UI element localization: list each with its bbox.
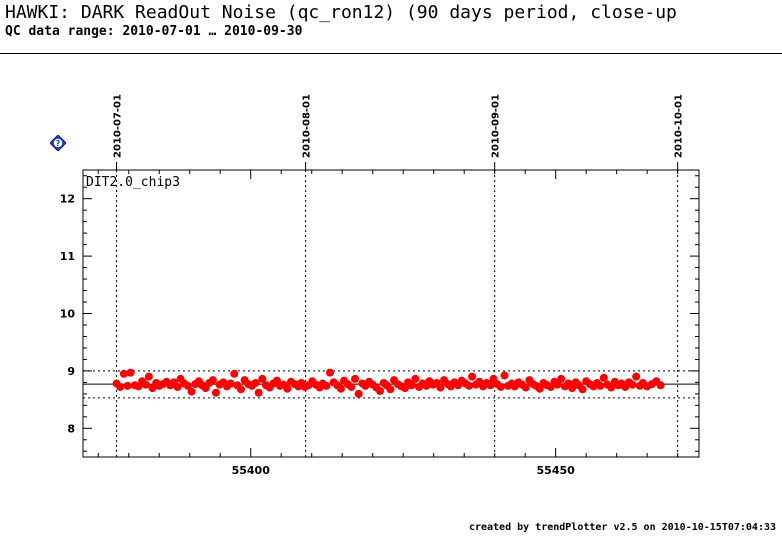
y-tick-label: 8 — [67, 422, 75, 435]
data-point — [254, 388, 263, 397]
data-point — [173, 382, 182, 391]
data-point — [208, 376, 217, 385]
y-tick-label: 11 — [60, 250, 75, 263]
axis-ticks: 55400 55450 8 9 10 11 12 — [60, 170, 699, 477]
data-point — [141, 380, 150, 389]
data-point — [607, 383, 616, 392]
data-point — [465, 381, 474, 390]
data-point — [144, 372, 153, 381]
data-point — [521, 383, 530, 392]
data-point — [211, 388, 220, 397]
date-marker-label: 2010-08-01 — [302, 94, 313, 158]
data-point — [578, 385, 587, 394]
data-point — [500, 371, 509, 380]
data-point — [251, 378, 260, 387]
scatter-chart: 2010-07-01 2010-08-01 2010-09-01 2010-10-01… — [60, 94, 700, 477]
data-point — [411, 374, 420, 383]
data-point — [336, 384, 345, 393]
data-point — [568, 384, 577, 393]
help-diamond-icon[interactable]: ? — [49, 134, 67, 152]
page-title: HAWKI: DARK ReadOut Noise (qc_ron12) (90… — [5, 2, 677, 23]
data-point — [436, 383, 445, 392]
y-tick-label: 12 — [60, 193, 75, 206]
date-marker-label: 2010-07-01 — [113, 94, 124, 158]
y-tick-label: 10 — [60, 308, 76, 321]
plot-frame — [82, 169, 700, 458]
data-point — [496, 382, 505, 391]
data-point — [126, 368, 135, 377]
data-point — [226, 379, 235, 388]
data-point — [283, 384, 292, 393]
header-divider — [0, 53, 782, 54]
data-point — [123, 381, 132, 390]
data-point — [322, 381, 331, 390]
data-point — [351, 374, 360, 383]
date-marker-label: 2010-10-01 — [674, 94, 685, 158]
date-marker-label: 2010-09-01 — [491, 94, 502, 158]
data-point — [347, 382, 356, 391]
data-point — [599, 373, 608, 382]
data-point — [553, 380, 562, 389]
data-point — [557, 374, 566, 383]
data-point — [376, 386, 385, 395]
panel-label: DIT2.0_chip3 — [86, 175, 180, 190]
data-point — [119, 369, 128, 378]
data-point — [230, 369, 239, 378]
data-point — [236, 385, 245, 394]
data-point — [116, 382, 125, 391]
data-point — [187, 387, 196, 396]
header: HAWKI: DARK ReadOut Noise (qc_ron12) (90… — [0, 0, 782, 54]
data-point — [407, 381, 416, 390]
data-point — [656, 381, 665, 390]
x-tick-label: 55400 — [232, 464, 271, 477]
data-point — [468, 372, 477, 381]
data-point — [354, 389, 363, 398]
data-point — [535, 384, 544, 393]
data-point — [628, 380, 637, 389]
svg-text:?: ? — [56, 139, 61, 148]
data-point — [486, 381, 495, 390]
data-range-subtitle: QC data range: 2010-07-01 … 2010-09-30 — [5, 24, 303, 39]
data-point — [183, 381, 192, 390]
data-point — [386, 385, 395, 394]
date-markers: 2010-07-01 2010-08-01 2010-09-01 2010-10-01 — [113, 94, 685, 457]
x-tick-label: 55450 — [537, 464, 576, 477]
y-tick-label: 9 — [67, 365, 75, 378]
data-point — [632, 372, 641, 381]
data-points — [112, 368, 665, 398]
footer-credit: created by trendPlotter v2.5 on 2010-10-… — [468, 522, 776, 533]
data-point — [596, 381, 605, 390]
data-point — [258, 374, 267, 383]
data-point — [326, 368, 335, 377]
